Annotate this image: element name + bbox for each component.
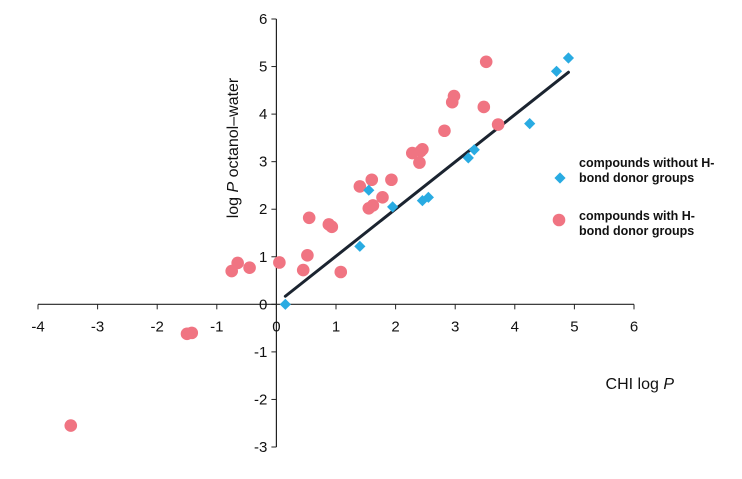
x-tick-label: -1: [210, 318, 223, 335]
x-tick-label: 6: [630, 318, 638, 335]
x-tick-label: 1: [332, 318, 340, 335]
x-tick-label: 0: [272, 318, 280, 335]
data-points: [64, 52, 575, 432]
y-tick-label: 5: [259, 59, 267, 76]
trendline: [283, 70, 570, 298]
data-point-without-hbd: [550, 65, 563, 77]
data-point-without-hbd: [363, 184, 375, 196]
x-tick-label: 3: [451, 318, 459, 335]
data-point-with-hbd: [301, 249, 314, 262]
y-tick-label: 2: [259, 201, 267, 218]
y-tick-label: 0: [259, 296, 267, 313]
data-point-without-hbd: [562, 52, 575, 64]
x-tick-label: -3: [91, 318, 104, 335]
x-axis-title: CHI log P: [606, 376, 675, 393]
data-point-without-hbd: [279, 298, 291, 310]
legend: compounds without H-bond donor groupscom…: [552, 156, 714, 238]
x-tick-label: 4: [511, 318, 519, 335]
y-tick-label: -1: [254, 344, 267, 361]
legend-label: compounds with H-: [579, 209, 695, 223]
data-point-with-hbd: [353, 180, 367, 193]
data-point-with-hbd: [334, 265, 348, 279]
data-point-without-hbd: [524, 118, 536, 130]
data-point-without-hbd: [468, 144, 480, 156]
y-axis-title: log P octanol–water: [225, 77, 242, 218]
data-point-with-hbd: [325, 220, 339, 234]
data-point-with-hbd: [231, 256, 244, 270]
data-point-with-hbd: [413, 156, 426, 169]
data-point-without-hbd: [387, 201, 399, 213]
data-point-with-hbd: [64, 419, 78, 432]
y-tick-label: 1: [259, 249, 267, 266]
data-point-with-hbd: [365, 173, 379, 187]
data-point-with-hbd: [302, 211, 316, 225]
x-tick-label: 5: [570, 318, 578, 335]
y-tick-label: 4: [259, 106, 267, 123]
data-point-with-hbd: [385, 173, 398, 187]
legend-diamond-marker: [554, 172, 566, 184]
x-tick-label: -4: [31, 318, 44, 335]
data-point-with-hbd: [447, 89, 461, 103]
y-tick-label: 6: [259, 11, 267, 28]
data-point-with-hbd: [296, 263, 310, 277]
data-point-without-hbd: [422, 191, 434, 203]
legend-label: bond donor groups: [579, 171, 694, 185]
y-tick-label: -3: [254, 439, 267, 456]
data-point-with-hbd: [416, 143, 429, 156]
x-tick-label: 2: [391, 318, 399, 335]
data-point-with-hbd: [479, 55, 493, 69]
axes: [38, 19, 634, 447]
data-point-without-hbd: [462, 152, 474, 164]
data-point-with-hbd: [366, 199, 380, 212]
data-point-with-hbd: [491, 118, 505, 131]
x-axis-ticks: -4 -3 -2 -1 0 1 2 3 4 5 6: [31, 304, 638, 335]
legend-label: bond donor groups: [579, 224, 694, 238]
data-point-without-hbd: [354, 240, 366, 252]
data-point-with-hbd: [438, 124, 451, 138]
x-tick-label: -2: [151, 318, 164, 335]
y-tick-label: 3: [259, 154, 267, 171]
data-point-with-hbd: [243, 261, 256, 275]
data-point-with-hbd: [477, 100, 491, 114]
legend-label: compounds without H-: [579, 156, 714, 170]
legend-circle-marker: [552, 213, 566, 227]
y-axis-ticks: -3 -2 -1 0 1 2 3 4 5 6: [254, 11, 277, 456]
y-tick-label: -2: [254, 391, 267, 408]
data-point-with-hbd: [185, 326, 199, 340]
data-point-with-hbd: [376, 191, 389, 204]
data-point-with-hbd: [273, 256, 286, 269]
trendline-group: [283, 70, 570, 298]
